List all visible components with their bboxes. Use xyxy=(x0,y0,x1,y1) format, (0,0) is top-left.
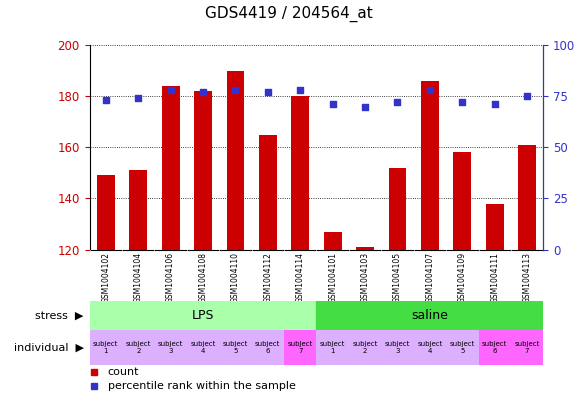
Text: GSM1004114: GSM1004114 xyxy=(296,252,305,303)
Text: subject
2: subject 2 xyxy=(125,341,151,354)
Text: subject
6: subject 6 xyxy=(255,341,280,354)
Point xyxy=(295,87,305,93)
Point xyxy=(425,87,435,93)
Bar xyxy=(356,247,374,250)
Bar xyxy=(194,91,212,250)
Bar xyxy=(219,330,251,365)
Bar xyxy=(154,330,187,365)
Text: subject
3: subject 3 xyxy=(158,341,183,354)
Bar xyxy=(187,330,219,365)
Bar xyxy=(486,204,503,250)
Text: GSM1004102: GSM1004102 xyxy=(101,252,110,303)
Bar xyxy=(251,330,284,365)
Point xyxy=(231,87,240,93)
Text: subject
4: subject 4 xyxy=(190,341,216,354)
Bar xyxy=(511,330,543,365)
Text: GSM1004101: GSM1004101 xyxy=(328,252,337,303)
Text: subject
5: subject 5 xyxy=(223,341,248,354)
Bar xyxy=(90,330,122,365)
Text: GSM1004111: GSM1004111 xyxy=(490,252,499,303)
Bar xyxy=(284,330,317,365)
Text: stress  ▶: stress ▶ xyxy=(35,310,84,320)
Text: percentile rank within the sample: percentile rank within the sample xyxy=(108,381,295,391)
Bar xyxy=(291,96,309,250)
Point xyxy=(393,99,402,106)
Bar xyxy=(162,86,180,250)
Point xyxy=(458,99,467,106)
Bar xyxy=(349,330,381,365)
Bar xyxy=(90,301,316,330)
Text: GSM1004105: GSM1004105 xyxy=(393,252,402,303)
Point xyxy=(263,89,272,95)
Text: GSM1004109: GSM1004109 xyxy=(458,252,467,303)
Point xyxy=(166,87,175,93)
Text: subject
7: subject 7 xyxy=(288,341,313,354)
Bar xyxy=(479,330,511,365)
Text: subject
5: subject 5 xyxy=(450,341,475,354)
Bar xyxy=(324,231,342,250)
Text: subject
2: subject 2 xyxy=(353,341,378,354)
Point xyxy=(523,93,532,99)
Point xyxy=(134,95,143,101)
Bar xyxy=(414,330,446,365)
Point xyxy=(198,89,208,95)
Bar xyxy=(259,134,277,250)
Bar xyxy=(421,81,439,250)
Text: GDS4419 / 204564_at: GDS4419 / 204564_at xyxy=(205,6,373,22)
Bar xyxy=(227,71,244,250)
Text: subject
4: subject 4 xyxy=(417,341,443,354)
Bar xyxy=(518,145,536,250)
Text: GSM1004113: GSM1004113 xyxy=(523,252,532,303)
Text: GSM1004103: GSM1004103 xyxy=(361,252,369,303)
Text: individual  ▶: individual ▶ xyxy=(14,343,84,353)
Bar xyxy=(316,330,349,365)
Text: subject
7: subject 7 xyxy=(514,341,540,354)
Bar xyxy=(129,171,147,250)
Text: subject
1: subject 1 xyxy=(320,341,345,354)
Bar xyxy=(316,301,543,330)
Text: GSM1004107: GSM1004107 xyxy=(425,252,435,303)
Text: LPS: LPS xyxy=(192,309,214,322)
Text: count: count xyxy=(108,367,139,377)
Bar xyxy=(388,168,406,250)
Text: GSM1004108: GSM1004108 xyxy=(198,252,208,303)
Text: subject
1: subject 1 xyxy=(93,341,118,354)
Text: GSM1004104: GSM1004104 xyxy=(134,252,143,303)
Text: saline: saline xyxy=(412,309,449,322)
Text: GSM1004106: GSM1004106 xyxy=(166,252,175,303)
Text: subject
6: subject 6 xyxy=(482,341,507,354)
Bar xyxy=(381,330,414,365)
Point xyxy=(101,97,110,103)
Text: subject
3: subject 3 xyxy=(385,341,410,354)
Bar xyxy=(446,330,479,365)
Point xyxy=(490,101,499,108)
Bar xyxy=(97,175,114,250)
Point xyxy=(328,101,338,108)
Bar xyxy=(122,330,154,365)
Text: GSM1004112: GSM1004112 xyxy=(264,252,272,303)
Point xyxy=(361,103,370,110)
Bar xyxy=(453,152,471,250)
Text: GSM1004110: GSM1004110 xyxy=(231,252,240,303)
